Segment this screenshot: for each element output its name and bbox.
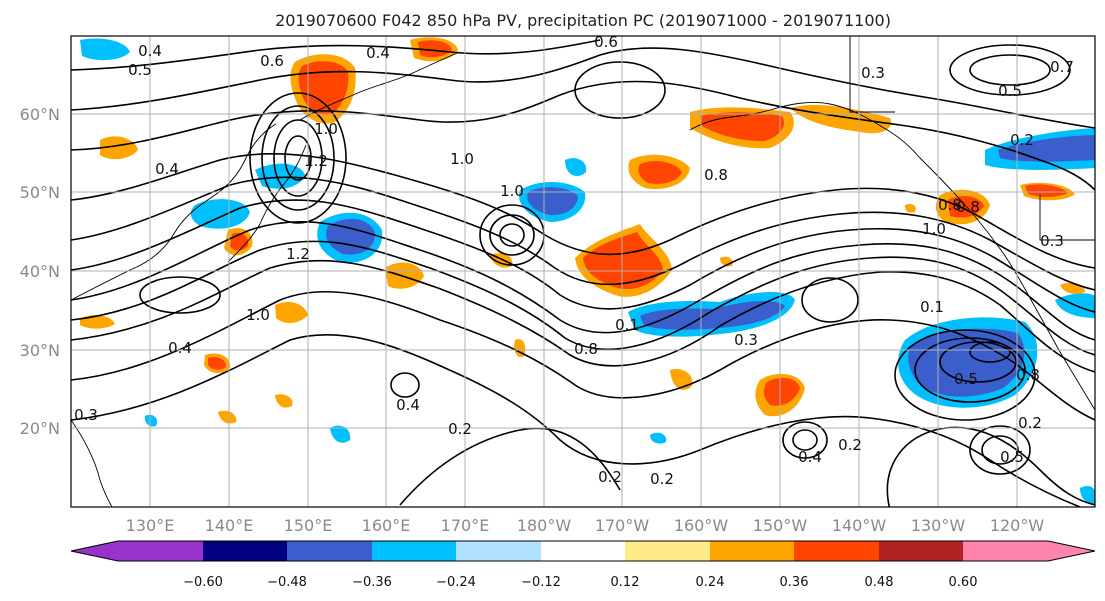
contour-label: 0.4 bbox=[138, 42, 162, 60]
contour-label: 0.5 bbox=[954, 370, 978, 388]
colorbar-bin bbox=[203, 541, 287, 561]
latitude-labels: 60°N 50°N 40°N 30°N 20°N bbox=[20, 105, 60, 438]
contour-label: 0.4 bbox=[366, 44, 390, 62]
colorbar-extend-low bbox=[71, 541, 118, 561]
longitude-labels: 130°E 140°E 150°E 160°E 170°E 180°W 170°… bbox=[126, 516, 1045, 535]
colorbar-ticks: −0.60 −0.48 −0.36 −0.24 −0.12 0.12 0.24 … bbox=[183, 575, 977, 590]
contour-label: 0.3 bbox=[861, 64, 885, 82]
contour-label: 0.4 bbox=[155, 160, 179, 178]
lat-label: 40°N bbox=[20, 262, 60, 281]
lon-label: 150°E bbox=[284, 516, 333, 535]
contour-label: 0.8 bbox=[1016, 366, 1040, 384]
colorbar: −0.60 −0.48 −0.36 −0.24 −0.12 0.12 0.24 … bbox=[70, 540, 1096, 590]
colorbar-tick: 0.12 bbox=[611, 575, 640, 590]
colorbar-bin bbox=[625, 541, 710, 561]
colorbar-tick: −0.60 bbox=[183, 575, 223, 590]
map-panel: 0.6 0.4 0.4 0.5 0.6 0.3 0.7 0.5 1.0 1.2 … bbox=[70, 33, 1096, 508]
contour-label: 1.0 bbox=[450, 150, 474, 168]
lon-label: 120°W bbox=[990, 516, 1045, 535]
contour-label: 0.4 bbox=[396, 396, 420, 414]
lat-label: 20°N bbox=[20, 419, 60, 438]
colorbar-bin bbox=[287, 541, 372, 561]
colorbar-tick: 0.24 bbox=[696, 575, 725, 590]
contour-label: 0.4 bbox=[798, 448, 822, 466]
colorbar-tick: 0.36 bbox=[780, 575, 809, 590]
colorbar-tick: 0.48 bbox=[865, 575, 894, 590]
lon-label: 180°W bbox=[517, 516, 572, 535]
lat-label: 50°N bbox=[20, 183, 60, 202]
figure-title: 2019070600 F042 850 hPa PV, precipitatio… bbox=[275, 11, 891, 30]
contour-label: 0.6 bbox=[260, 52, 284, 70]
contour-label: 0.7 bbox=[1050, 58, 1074, 76]
lon-label: 170°W bbox=[595, 516, 650, 535]
lat-label: 60°N bbox=[20, 105, 60, 124]
colorbar-bin bbox=[541, 541, 625, 561]
colorbar-outline bbox=[70, 540, 1096, 562]
contour-label: 0.3 bbox=[1040, 232, 1064, 250]
coastlines bbox=[71, 36, 1095, 507]
contour-label: 0.1 bbox=[615, 316, 639, 334]
contour-label: 0.6 bbox=[594, 33, 618, 51]
colorbar-bin bbox=[372, 541, 456, 561]
lon-label: 160°E bbox=[362, 516, 411, 535]
contour-label: 1.0 bbox=[314, 120, 338, 138]
lon-label: 150°W bbox=[753, 516, 808, 535]
contour-label: 0.5 bbox=[128, 61, 152, 79]
contour-label: 0.8 bbox=[704, 166, 728, 184]
colorbar-bin bbox=[118, 541, 203, 561]
colorbar-tick: −0.24 bbox=[436, 575, 476, 590]
contour-label: 0.2 bbox=[838, 436, 862, 454]
contour-label: 0.8 bbox=[574, 340, 598, 358]
colorbar-bin bbox=[879, 541, 963, 561]
lon-label: 140°E bbox=[205, 516, 254, 535]
colorbar-extend-high bbox=[1048, 541, 1095, 561]
precipitation-shading bbox=[80, 37, 1095, 505]
colorbar-tick: −0.36 bbox=[352, 575, 392, 590]
contour-label: 0.2 bbox=[1018, 414, 1042, 432]
contour-label: 0.2 bbox=[448, 420, 472, 438]
contour-label: 0.2 bbox=[598, 468, 622, 486]
contour-label: 0.3 bbox=[74, 406, 98, 424]
contour-label: 1.0 bbox=[246, 306, 270, 324]
pv-contours bbox=[71, 39, 1095, 507]
contour-label: 1.0 bbox=[922, 220, 946, 238]
lon-label: 160°W bbox=[674, 516, 729, 535]
lon-label: 130°E bbox=[126, 516, 175, 535]
contour-label: 1.0 bbox=[500, 182, 524, 200]
colorbar-bin bbox=[456, 541, 541, 561]
colorbar-bin bbox=[794, 541, 879, 561]
lon-label: 170°E bbox=[441, 516, 490, 535]
map-frame bbox=[70, 35, 1096, 508]
contour-label: 1.2 bbox=[286, 245, 310, 263]
contour-labels: 0.6 0.4 0.4 0.5 0.6 0.3 0.7 0.5 1.0 1.2 … bbox=[74, 33, 1074, 488]
graticule bbox=[71, 36, 1095, 507]
lon-label: 130°W bbox=[911, 516, 966, 535]
contour-label: 0.8 bbox=[956, 198, 980, 216]
contour-label: 0.3 bbox=[734, 331, 758, 349]
contour-label: 0.2 bbox=[650, 470, 674, 488]
lon-label: 140°W bbox=[832, 516, 887, 535]
contour-label: 0.2 bbox=[1010, 131, 1034, 149]
contour-label: 0.1 bbox=[920, 298, 944, 316]
contour-label: 0.5 bbox=[998, 82, 1022, 100]
colorbar-bins bbox=[71, 541, 1095, 561]
contour-label: 0.8 bbox=[938, 196, 962, 214]
contour-label: 1.2 bbox=[304, 152, 328, 170]
contour-label: 0.5 bbox=[1000, 448, 1024, 466]
colorbar-tick: −0.48 bbox=[267, 575, 307, 590]
contour-label: 0.4 bbox=[168, 339, 192, 357]
colorbar-tick: −0.12 bbox=[521, 575, 561, 590]
colorbar-tick: 0.60 bbox=[949, 575, 978, 590]
colorbar-bin bbox=[710, 541, 794, 561]
colorbar-bin bbox=[963, 541, 1048, 561]
lat-label: 30°N bbox=[20, 341, 60, 360]
